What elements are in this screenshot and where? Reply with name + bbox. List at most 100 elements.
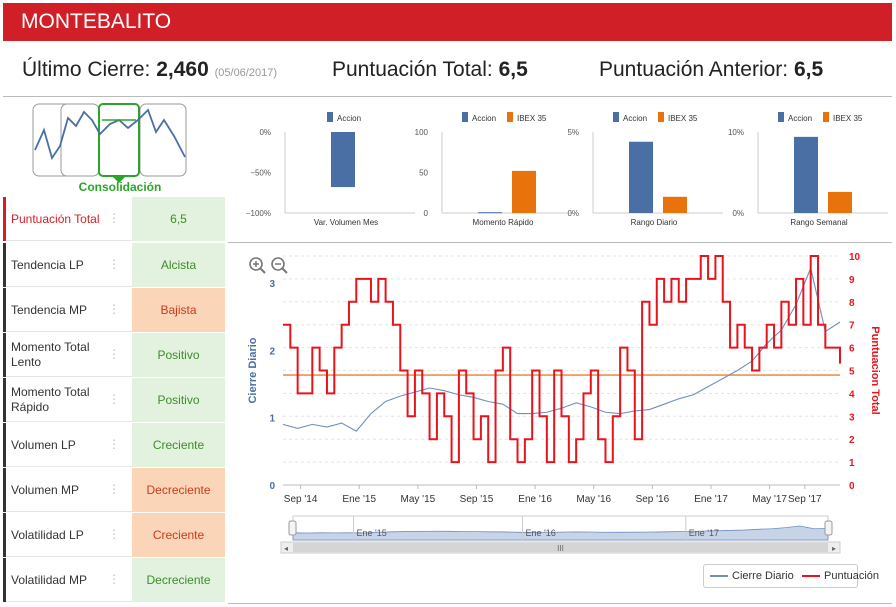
- category-label: Momento Rápido: [473, 218, 534, 227]
- indicator-name: Volumen MP: [3, 468, 106, 512]
- last-close-value: 2,460: [156, 58, 209, 81]
- y-tick-label: 50: [419, 169, 428, 178]
- bar-charts: 0% −50% −100% Accion Var. Volumen Mes 100 50 0 A…: [246, 112, 888, 227]
- y-tick-label: 0%: [259, 128, 271, 137]
- bar: [828, 191, 852, 213]
- pattern-frame: [60, 103, 100, 177]
- y-right-tick-label: 6: [849, 344, 855, 355]
- indicator-name: Volumen LP: [3, 423, 106, 467]
- pattern-frame: [139, 103, 187, 177]
- category-label: Rango Diario: [631, 218, 678, 227]
- bar: [512, 170, 536, 213]
- zoom-in-icon[interactable]: [249, 257, 266, 274]
- x-tick-label: Ene '16: [518, 494, 552, 505]
- indicator-row[interactable]: Tendencia LP ⋮ Alcista: [3, 243, 225, 287]
- zoom-out-icon[interactable]: [271, 257, 288, 274]
- info-icon[interactable]: ⋮: [108, 392, 120, 406]
- navigator-handle-right: [824, 520, 833, 536]
- y-left-tick-label: 0: [269, 481, 275, 492]
- indicator-row[interactable]: Momento Total Rápido ⋮ Positivo: [3, 378, 225, 422]
- previous-score: Puntuación Anterior: 6,5: [599, 58, 824, 81]
- zoom-out-handle: [281, 267, 288, 274]
- y-right-tick-label: 3: [849, 412, 855, 423]
- scroll-left-arrow: ◂: [284, 544, 288, 553]
- info-icon[interactable]: ⋮: [108, 257, 120, 271]
- bar: [629, 141, 653, 213]
- pattern-highlight: [98, 103, 140, 177]
- indicator-value: Alcista: [132, 243, 225, 287]
- x-tick-label: Sep '16: [636, 494, 670, 505]
- divider: [228, 603, 892, 604]
- y-right-tick-label: 5: [849, 367, 855, 378]
- scrollbar-thumb: [293, 543, 828, 552]
- indicator-row[interactable]: Puntuación Total ⋮ 6,5: [3, 197, 225, 241]
- legend-label: IBEX 35: [517, 114, 547, 123]
- info-icon[interactable]: ⋮: [108, 211, 120, 225]
- indicator-value: Decreciente: [132, 468, 225, 512]
- x-tick-label: May '17: [752, 494, 787, 505]
- indicator-name: Momento Total Lento: [3, 333, 106, 377]
- indicator-value: Bajista: [132, 288, 225, 332]
- info-icon[interactable]: ⋮: [108, 527, 120, 541]
- indicator-name: Tendencia LP: [3, 243, 106, 287]
- y-left-tick-label: 2: [269, 346, 275, 357]
- y-right-tick-label: 4: [849, 389, 855, 400]
- pattern-line: [34, 108, 186, 161]
- x-tick-label: Sep '15: [460, 494, 494, 505]
- indicator-name: Volatilidad LP: [3, 513, 106, 557]
- y-tick-label: 0: [424, 209, 429, 218]
- range-navigator[interactable]: Ene '15 Ene '16 Ene '17: [288, 515, 833, 541]
- page-header: MONTEBALITO: [3, 3, 892, 41]
- zoom-in-handle: [259, 267, 266, 274]
- category-label: Var. Volumen Mes: [314, 218, 378, 227]
- legend-label: Accion: [337, 114, 361, 123]
- zoom-out-lens: [271, 257, 285, 271]
- info-icon[interactable]: ⋮: [108, 482, 120, 496]
- scroll-right-arrow: ▸: [832, 544, 836, 553]
- indicator-row[interactable]: Volatilidad LP ⋮ Creciente: [3, 513, 225, 557]
- y-tick-label: −100%: [246, 209, 271, 218]
- info-icon[interactable]: ⋮: [108, 302, 120, 316]
- indicator-row[interactable]: Volatilidad MP ⋮ Decreciente: [3, 558, 225, 602]
- y-right-tick-label: 8: [849, 298, 855, 309]
- x-tick-label: Sep '17: [788, 494, 822, 505]
- legend-item-puntuacion[interactable]: Puntuación: [802, 570, 879, 582]
- legend-label: IBEX 35: [833, 114, 863, 123]
- indicator-row[interactable]: Momento Total Lento ⋮ Positivo: [3, 333, 225, 377]
- pattern-thumbnail: Consolidación: [32, 103, 187, 194]
- indicator-row[interactable]: Volumen LP ⋮ Creciente: [3, 423, 225, 467]
- last-close: Último Cierre: 2,460 (05/06/2017): [22, 58, 277, 81]
- pattern-pointer: [112, 176, 126, 183]
- indicator-row[interactable]: Tendencia MP ⋮ Bajista: [3, 288, 225, 332]
- bar: [794, 136, 818, 213]
- y-left-axis-title: Cierre Diario: [247, 337, 259, 403]
- legend-label: Accion: [788, 114, 812, 123]
- y-tick-label: 100: [415, 128, 429, 137]
- y-right-tick-label: 7: [849, 321, 855, 332]
- indicator-row[interactable]: Volumen MP ⋮ Decreciente: [3, 468, 225, 512]
- total-score-value: 6,5: [498, 58, 528, 81]
- indicator-value: Creciente: [132, 513, 225, 557]
- info-icon[interactable]: ⋮: [108, 572, 120, 586]
- navigator-label: Ene '15: [357, 528, 387, 538]
- legend-swatch: [658, 112, 664, 122]
- legend-swatch: [823, 112, 829, 122]
- y-left-tick-label: 1: [269, 414, 275, 425]
- info-icon[interactable]: ⋮: [108, 437, 120, 451]
- bar: [478, 212, 502, 214]
- indicator-name: Puntuación Total: [3, 197, 106, 241]
- y-tick-label: −50%: [250, 169, 271, 178]
- navigator-scrollbar[interactable]: III ◂ ▸: [280, 541, 841, 554]
- company-title: MONTEBALITO: [21, 10, 172, 33]
- zoom-in-lens: [249, 257, 263, 271]
- total-score: Puntuación Total: 6,5: [332, 58, 528, 81]
- y-right-axis-title: Puntuacion Total: [869, 326, 881, 414]
- navigator-label: Ene '16: [525, 528, 555, 538]
- legend-swatch: [462, 112, 468, 122]
- legend-item-cierre[interactable]: Cierre Diario: [710, 570, 794, 582]
- info-icon[interactable]: ⋮: [108, 347, 120, 361]
- y-tick-label: 5%: [567, 128, 579, 137]
- category-label: Rango Semanal: [790, 218, 848, 227]
- indicator-value: Decreciente: [132, 558, 225, 602]
- legend-label: IBEX 35: [668, 114, 698, 123]
